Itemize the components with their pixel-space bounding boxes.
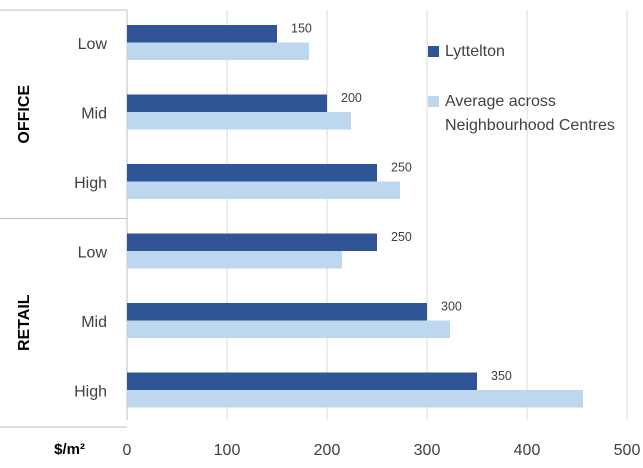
x-tick-label: 0 [123,442,132,459]
bar-average [127,181,400,199]
bar-lyttelton [127,303,427,321]
data-labels: 150 200 250 250 300 350 [291,21,512,383]
x-tick-label: 100 [214,442,241,459]
legend-label: Lyttelton [445,43,505,60]
category-label: Low [78,244,108,261]
group-label: OFFICE [16,85,33,144]
category-label: Mid [81,105,107,122]
data-label: 350 [491,369,512,383]
x-tick-label: 400 [514,442,541,459]
category-label: Mid [81,314,107,331]
bar-lyttelton [127,233,377,251]
bar-average [127,42,309,60]
gridlines [226,10,628,420]
data-label: 200 [341,91,362,105]
x-axis: 0 100 200 300 400 500 $/m² [54,441,640,459]
data-label: 300 [441,299,462,313]
data-label: 250 [391,160,412,174]
legend-swatch-average [428,96,439,107]
x-tick-label: 300 [414,442,441,459]
category-label: High [74,175,107,192]
data-label: 250 [391,230,412,244]
category-label: High [74,383,107,400]
bar-lyttelton [127,164,377,182]
x-tick-label: 200 [314,442,341,459]
bar-average [127,112,351,130]
legend-swatch-lyttelton [428,46,439,57]
bar-average [127,320,450,338]
data-label: 150 [291,21,312,35]
legend-label: Neighbourhood Centres [445,117,615,134]
category-axis: OFFICE Low Mid High RETAIL Low Mid High [0,9,128,428]
x-tick-label: 500 [614,442,641,459]
bar-lyttelton [127,372,477,390]
category-label: Low [78,36,108,53]
bar-lyttelton [127,94,327,112]
legend-label: Average across [445,93,556,110]
bar-lyttelton [127,25,277,43]
legend: Lyttelton Average across Neighbourhood Cen… [428,43,615,134]
bars [127,25,583,408]
x-axis-label: $/m² [54,441,85,458]
bar-average [127,390,583,408]
bar-average [127,251,342,269]
group-label: RETAIL [16,294,33,351]
